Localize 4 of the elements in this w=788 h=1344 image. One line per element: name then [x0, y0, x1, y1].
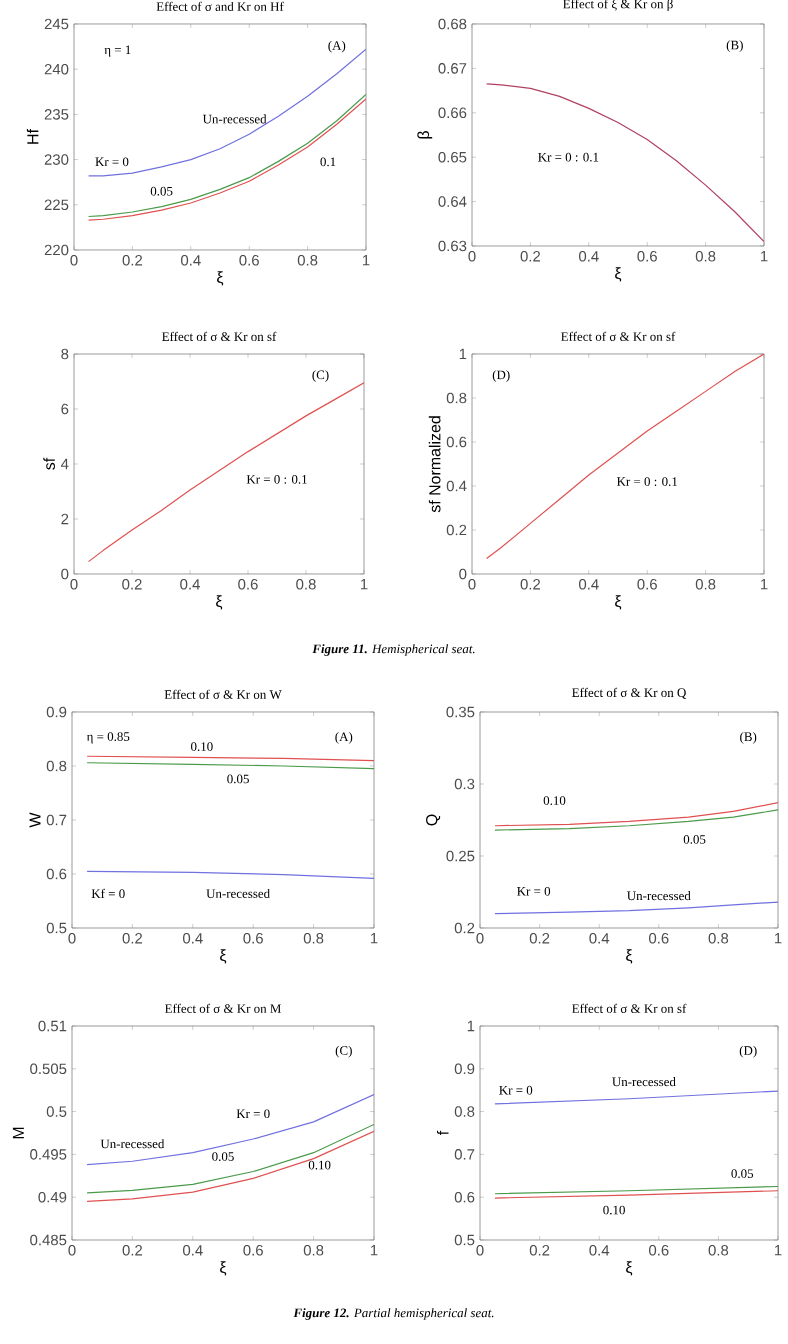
line-series: [494, 802, 779, 827]
line-series: [486, 83, 765, 243]
line-series: [86, 1093, 374, 1166]
line-series: [494, 809, 779, 831]
